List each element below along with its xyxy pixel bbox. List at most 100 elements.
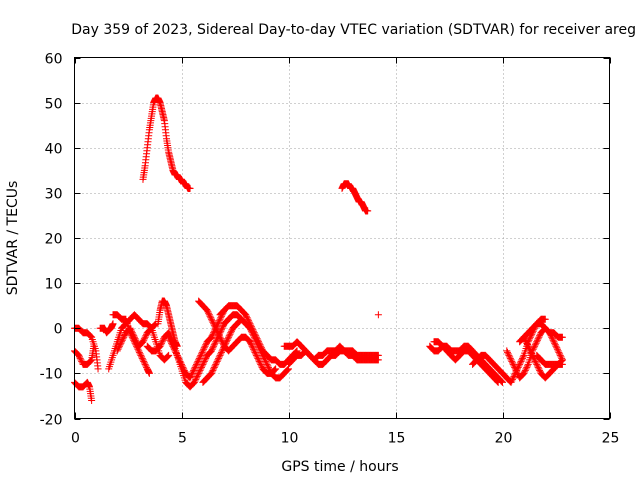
data-point <box>88 396 96 404</box>
data-point <box>256 359 264 367</box>
data-point <box>518 356 526 364</box>
data-point <box>158 339 166 347</box>
data-point <box>227 327 235 335</box>
data-point <box>190 365 198 373</box>
data-point <box>521 368 529 376</box>
data-point <box>217 335 225 343</box>
data-point <box>109 320 117 328</box>
data-point <box>215 332 223 340</box>
data-point <box>216 333 224 341</box>
data-point <box>194 371 202 379</box>
y-tick-label: 40 <box>45 142 63 158</box>
data-point <box>494 378 502 386</box>
data-point <box>207 314 215 322</box>
series-arc-g <box>113 324 173 364</box>
data-point <box>76 354 84 362</box>
data-point <box>248 324 256 332</box>
series-arc-high-1 <box>139 94 194 192</box>
data-point <box>551 341 559 349</box>
data-point <box>225 332 233 340</box>
data-point <box>549 336 557 344</box>
data-point <box>197 351 205 359</box>
data-point <box>552 342 560 350</box>
data-point <box>210 321 218 329</box>
data-point <box>264 362 272 370</box>
data-point <box>213 327 221 335</box>
data-point <box>244 315 252 323</box>
data-point <box>255 357 263 365</box>
data-point <box>172 348 180 356</box>
data-point <box>521 366 529 374</box>
data-point <box>509 374 517 382</box>
data-point <box>555 348 563 356</box>
x-tick-label: 0 <box>71 431 80 447</box>
data-point <box>242 312 250 320</box>
data-point <box>193 372 201 380</box>
data-point <box>208 368 216 376</box>
data-point <box>531 341 539 349</box>
data-point <box>535 365 543 373</box>
data-point <box>266 366 274 374</box>
data-point <box>75 351 83 359</box>
data-point <box>133 338 141 346</box>
data-point <box>242 311 250 319</box>
data-point <box>272 365 280 373</box>
data-point <box>247 339 255 347</box>
data-point <box>226 330 234 338</box>
data-point <box>520 333 528 341</box>
data-point <box>213 357 221 365</box>
data-point <box>257 344 265 352</box>
data-point <box>202 354 210 362</box>
data-point <box>521 336 529 344</box>
data-point <box>94 365 102 373</box>
data-point <box>265 365 273 373</box>
y-tick-label: -10 <box>40 367 63 383</box>
data-point <box>255 356 263 364</box>
data-point <box>212 360 220 368</box>
data-point <box>536 332 544 340</box>
data-point <box>87 333 95 341</box>
data-point <box>532 339 540 347</box>
data-point <box>511 363 519 371</box>
data-point <box>506 353 514 361</box>
y-axis-label: SDTVAR / TECUs <box>5 181 21 296</box>
data-point <box>140 359 148 367</box>
data-point <box>517 357 525 365</box>
data-point <box>528 350 536 358</box>
data-point <box>208 332 216 340</box>
data-point <box>503 347 511 355</box>
data-point <box>140 335 148 343</box>
series-arc-t <box>516 320 566 346</box>
x-tick-label: 15 <box>388 431 406 447</box>
data-point <box>165 333 173 341</box>
data-point <box>526 333 534 341</box>
data-point <box>192 374 200 382</box>
data-point <box>527 348 535 356</box>
series-arc-k <box>195 297 280 377</box>
data-point <box>253 353 261 361</box>
data-point <box>524 342 532 350</box>
series-outlier <box>374 311 382 319</box>
data-point <box>130 332 138 340</box>
data-point <box>218 324 226 332</box>
data-point <box>210 342 218 350</box>
data-point <box>214 329 222 337</box>
data-point <box>510 362 518 370</box>
data-point <box>142 332 150 340</box>
data-point <box>506 354 514 362</box>
data-point <box>156 342 164 350</box>
data-point <box>494 378 502 386</box>
data-point <box>201 342 209 350</box>
data-point <box>508 375 516 383</box>
series-arc-b <box>71 342 98 368</box>
data-point <box>150 321 158 329</box>
x-tick-labels: 0 5 10 15 20 25 <box>71 431 619 447</box>
data-point <box>257 342 265 350</box>
data-point <box>253 335 261 343</box>
data-point <box>262 357 270 365</box>
data-point <box>533 336 541 344</box>
data-point <box>247 323 255 331</box>
data-point <box>223 336 231 344</box>
axis-ticks <box>74 57 611 420</box>
